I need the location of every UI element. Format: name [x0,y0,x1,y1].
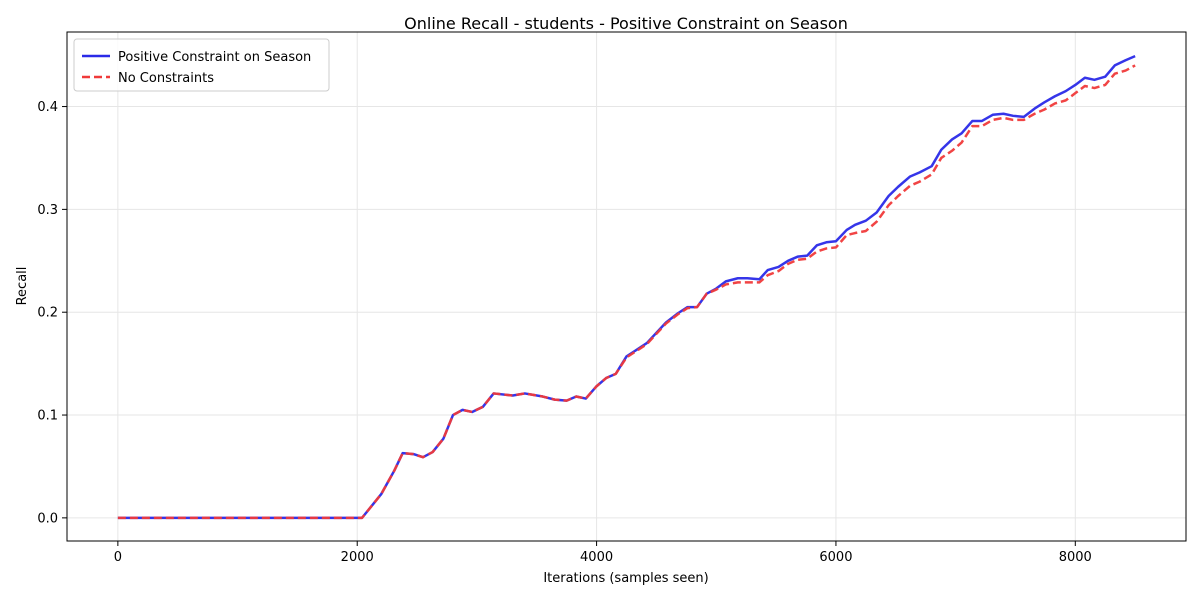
y-tick-label: 0.1 [37,409,58,424]
y-tick-label: 0.3 [37,203,58,218]
x-tick-label: 4000 [580,550,613,565]
series-line-no-constraints [117,64,1136,520]
x-axis-ticks: 0 2000 4000 6000 8000 [114,541,1092,565]
x-tick-label: 6000 [819,550,852,565]
x-tick-label: 2000 [341,550,374,565]
legend-label-none: No Constraints [118,71,214,86]
legend-label-positive: Positive Constraint on Season [118,50,311,65]
plot-frame [66,31,1187,542]
x-axis-label: Iterations (samples seen) [543,571,708,586]
legend: Positive Constraint on Season No Constra… [73,38,330,92]
grid [67,32,1186,541]
series-line-positive-constraint [117,55,1136,520]
y-tick-label: 0.2 [37,306,58,321]
chart-title: Online Recall - students - Positive Cons… [404,14,848,33]
y-axis-label: Recall [15,267,30,306]
x-tick-label: 8000 [1059,550,1092,565]
series-lines [117,55,1136,520]
legend-box [73,38,330,92]
x-tick-label: 0 [114,550,122,565]
y-tick-label: 0.4 [37,100,58,115]
y-axis-ticks: 0.0 0.1 0.2 0.3 0.4 [37,100,67,526]
y-tick-label: 0.0 [37,511,58,526]
